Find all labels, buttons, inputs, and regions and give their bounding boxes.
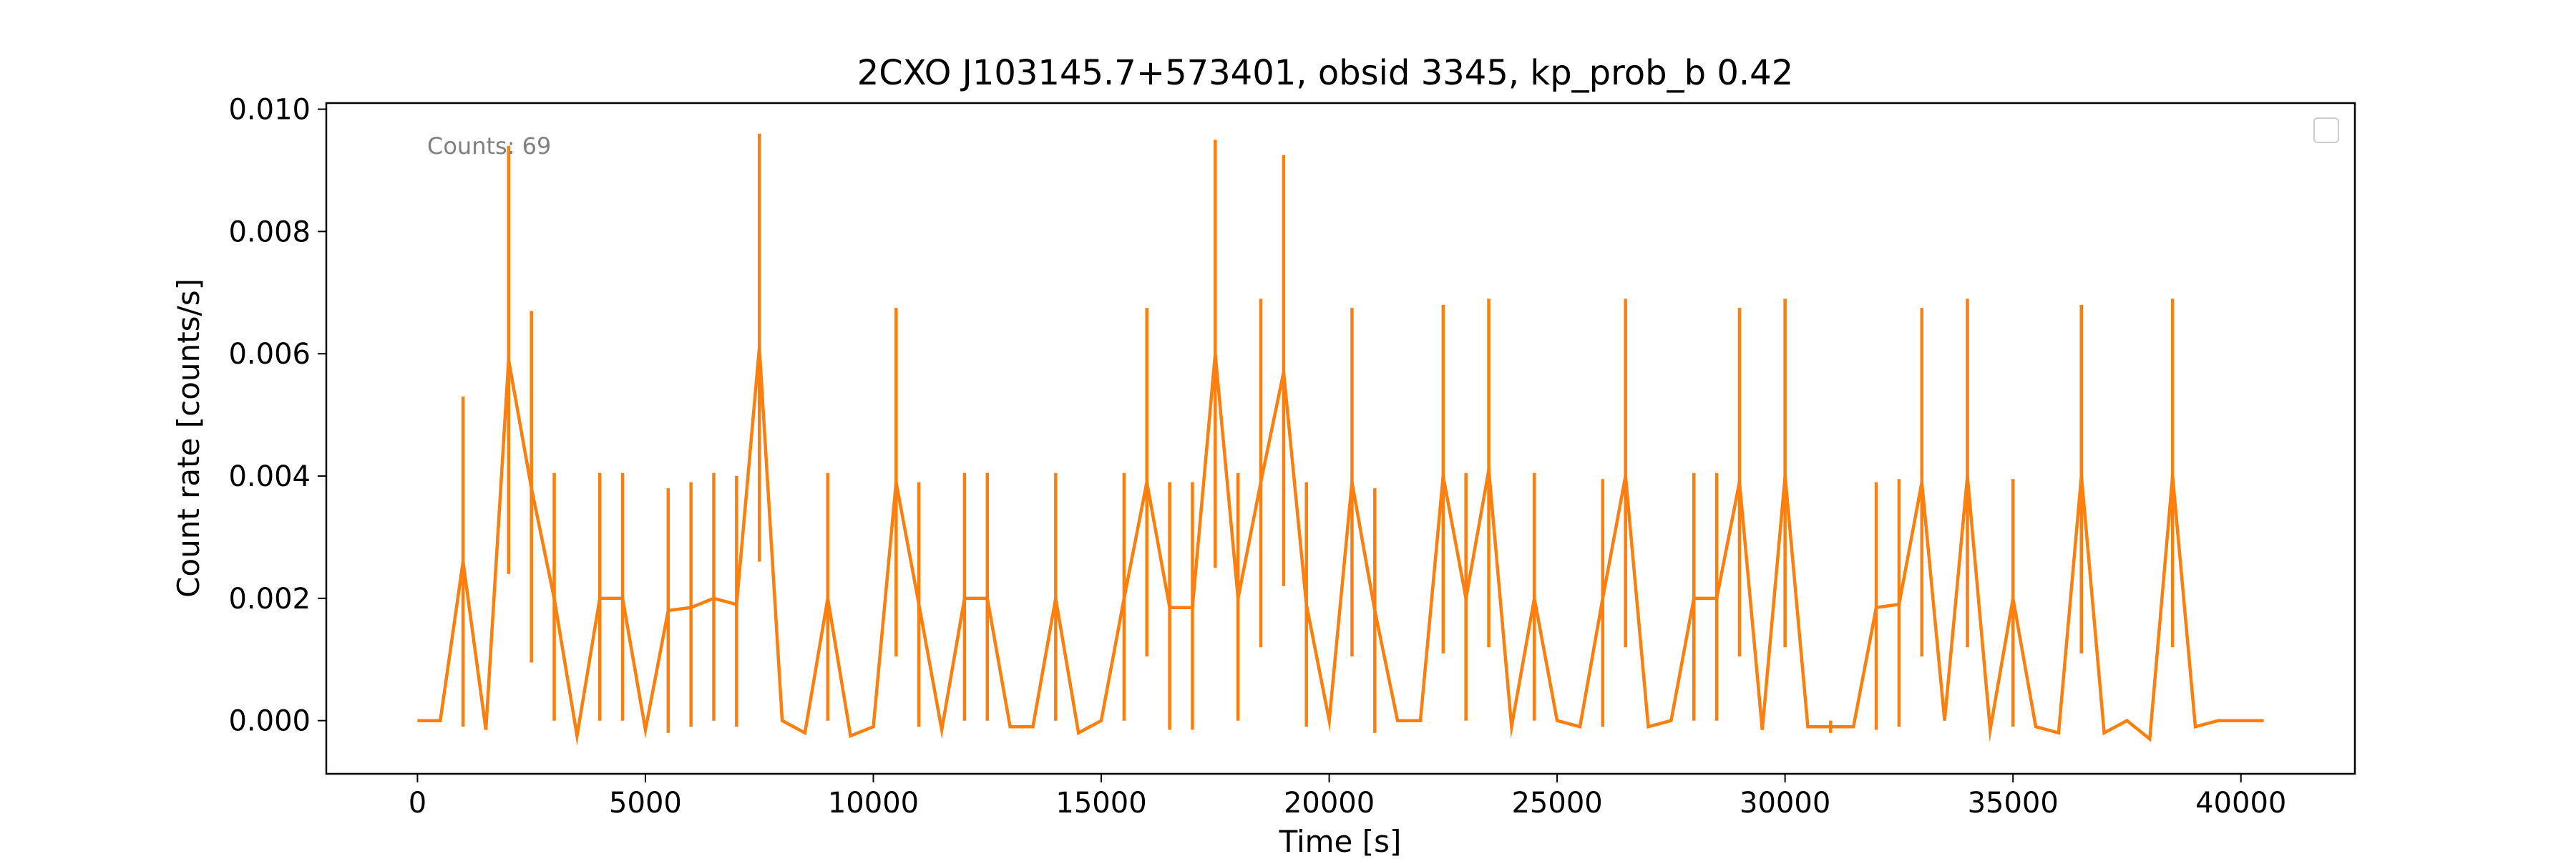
x-tick-label: 0: [409, 787, 426, 820]
legend-box: [2313, 117, 2339, 143]
y-tick-label: 0.006: [228, 338, 311, 371]
y-tick-label: 0.008: [228, 215, 311, 248]
x-tick-label: 10000: [828, 787, 919, 820]
x-axis-label: Time [s]: [1279, 824, 1402, 859]
y-axis-label: Count rate [counts/s]: [171, 278, 206, 598]
counts-annotation: Counts: 69: [427, 132, 551, 160]
x-tick-label: 5000: [609, 787, 682, 820]
y-tick-label: 0.004: [228, 460, 311, 493]
series-line: [417, 346, 2264, 746]
x-tick-label: 15000: [1055, 787, 1146, 820]
x-tick-label: 35000: [1968, 787, 2059, 820]
y-tick-label: 0.002: [228, 583, 311, 616]
axis-ticks: 0 5000 10000 15000 20000 25000 30000 35000 40000…: [228, 94, 2286, 820]
plot-frame: [325, 102, 2356, 775]
x-tick-label: 30000: [1740, 787, 1830, 820]
series-line-group: [417, 346, 2264, 746]
chart-title: 2CXO J103145.7+573401, obsid 3345, kp_pr…: [857, 53, 1794, 93]
y-tick-label: 0.000: [228, 705, 311, 738]
x-tick-label: 40000: [2195, 787, 2286, 820]
x-tick-label: 25000: [1511, 787, 1602, 820]
x-tick-label: 20000: [1284, 787, 1375, 820]
y-tick-label: 0.010: [228, 94, 311, 127]
